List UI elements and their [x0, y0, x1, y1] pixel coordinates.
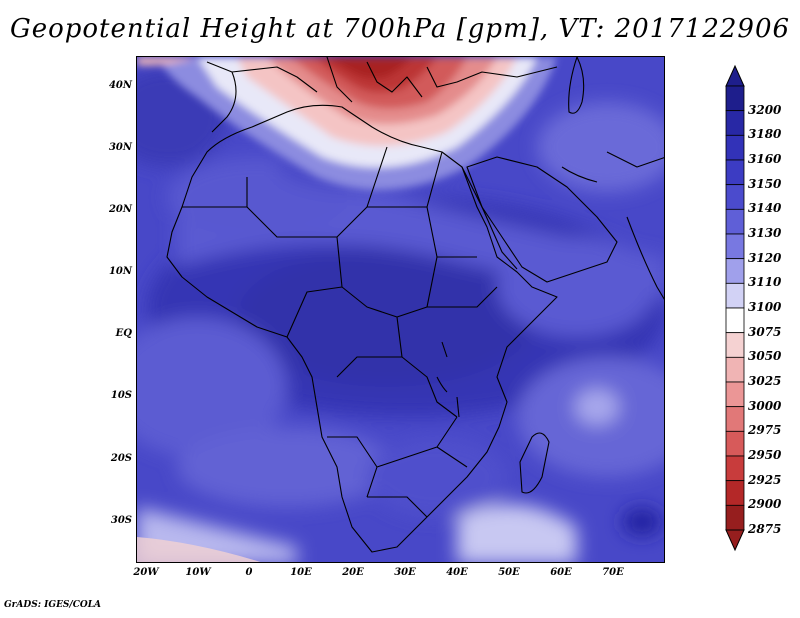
colorbar-level-label: 3050 — [748, 349, 782, 364]
map-area — [136, 56, 665, 563]
lat-label-30n: 30N — [108, 142, 132, 153]
colorbar-level-label: 3120 — [748, 250, 782, 265]
colorbar-swatch — [725, 504, 745, 531]
colorbar-swatch — [725, 480, 745, 506]
map-title: Geopotential Height at 700hPa [gpm], VT:… — [9, 14, 791, 44]
colorbar-level-label: 3150 — [748, 176, 782, 191]
lon-label-20e: 20E — [342, 567, 364, 578]
lon-label-10e: 10E — [290, 567, 312, 578]
lat-label-eq: EQ — [115, 328, 132, 339]
colorbar — [725, 64, 745, 552]
colorbar-level-label: 2875 — [748, 522, 782, 536]
height-field-map — [137, 57, 664, 562]
colorbar-swatch — [725, 406, 745, 432]
lon-label-10w: 10W — [185, 567, 211, 578]
colorbar-level-label: 3140 — [748, 201, 782, 216]
lon-label-30e: 30E — [394, 567, 416, 578]
colorbar-level-label: 2950 — [748, 448, 782, 462]
colorbar-swatch — [725, 307, 745, 334]
mediterranean-trough — [137, 57, 557, 190]
colorbar-level-label: 3130 — [748, 226, 782, 240]
colorbar-swatch — [725, 356, 745, 383]
lat-label-10n: 10N — [108, 266, 132, 277]
lat-label-40n: 40N — [108, 80, 132, 91]
colorbar-swatch — [725, 208, 745, 235]
lon-label-50e: 50E — [498, 567, 520, 578]
colorbar-level-label: 3110 — [748, 275, 782, 290]
lon-label-20w: 20W — [133, 567, 159, 578]
lon-label-70e: 70E — [602, 567, 624, 578]
colorbar-level-label: 3180 — [748, 127, 782, 142]
colorbar-swatch — [725, 85, 745, 112]
colorbar-swatch — [725, 110, 745, 136]
colorbar-arrow-top — [725, 64, 745, 87]
coastlines — [166, 57, 664, 553]
lat-label-20n: 20N — [108, 204, 132, 215]
colorbar-level-label: 3025 — [748, 374, 782, 388]
colorbar-level-label: 3100 — [748, 300, 782, 314]
colorbar-level-label: 2975 — [748, 423, 782, 438]
colorbar-swatch — [725, 184, 745, 210]
colorbar-level-label: 3160 — [748, 152, 782, 166]
lat-label-20s: 20S — [110, 453, 132, 464]
colorbar-swatch — [725, 134, 745, 161]
field-shading — [137, 67, 664, 562]
colorbar-level-label: 3200 — [748, 102, 782, 117]
colorbar-level-label: 3075 — [748, 324, 782, 339]
lon-label-40e: 40E — [446, 567, 468, 578]
lon-label-0: 0 — [245, 567, 253, 578]
colorbar-swatch — [725, 159, 745, 186]
colorbar-swatch — [725, 455, 745, 482]
colorbar-swatch — [725, 258, 745, 284]
colorbar-arrow-bottom — [725, 529, 745, 552]
sw-ridge — [137, 537, 261, 562]
colorbar-level-label: 3000 — [748, 398, 782, 413]
colorbar-swatch — [725, 430, 745, 457]
colorbar-swatch — [725, 332, 745, 358]
lat-label-30s: 30S — [110, 515, 132, 526]
lat-label-10s: 10S — [110, 390, 132, 401]
colorbar-swatch — [725, 381, 745, 408]
colorbar-level-label: 2900 — [748, 497, 782, 512]
lon-label-60e: 60E — [550, 567, 572, 578]
footer-credit: GrADS: IGES/COLA — [4, 600, 102, 610]
colorbar-swatch — [725, 233, 745, 260]
colorbar-swatch — [725, 282, 745, 309]
colorbar-level-label: 2925 — [748, 472, 782, 487]
